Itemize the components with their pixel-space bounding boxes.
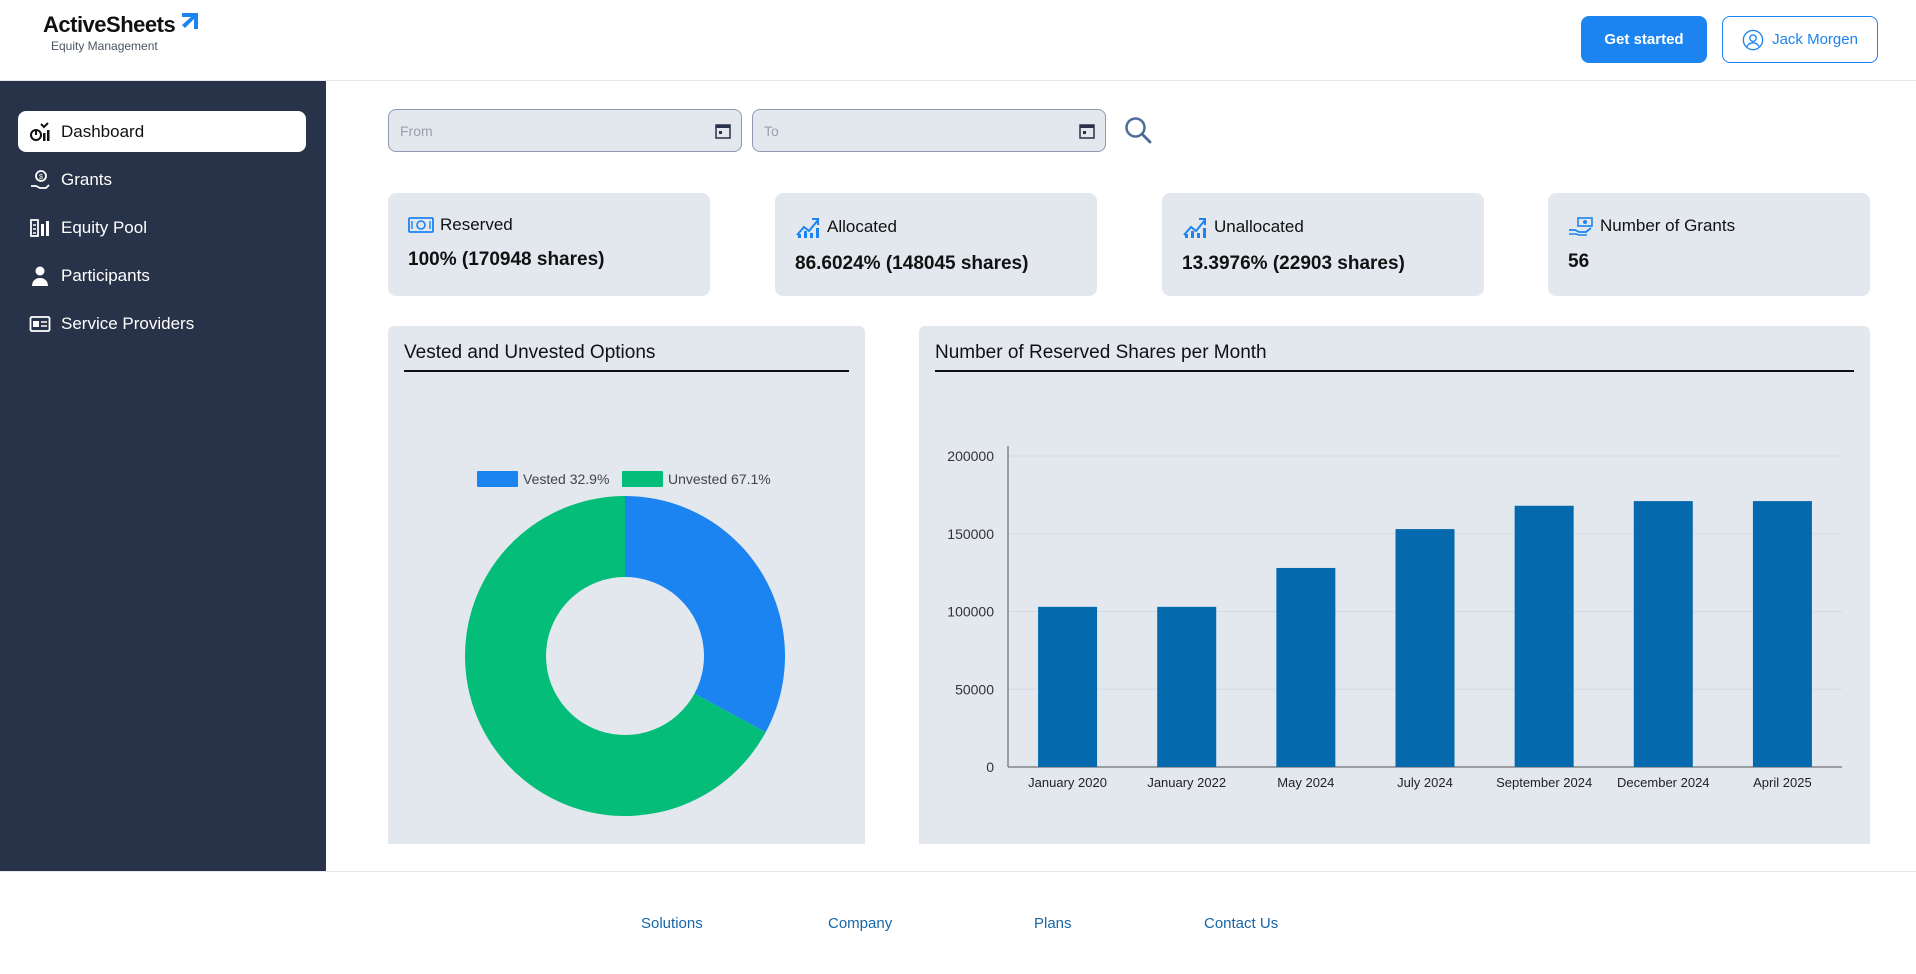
user-avatar-icon [1742, 29, 1764, 50]
user-menu-button[interactable]: Jack Morgen [1722, 16, 1878, 63]
bar-chart: 200000 150000 100000 50000 0 January 2020 Jan… [947, 446, 1842, 790]
donut-slice-vested [625, 496, 785, 733]
bar [1514, 505, 1574, 767]
search-icon[interactable] [1123, 115, 1153, 145]
stat-card-reserved: Reserved 100% (170948 shares) [388, 193, 710, 296]
get-started-button[interactable]: Get started [1581, 16, 1707, 63]
stat-card-number-of-grants: Number of Grants 56 [1548, 193, 1870, 296]
calendar-icon[interactable] [715, 123, 731, 139]
y-tick-label: 0 [986, 759, 994, 775]
logo-title: ActiveSheets [43, 12, 176, 37]
legend-label-unvested: Unvested 67.1% [668, 471, 771, 487]
bar [1038, 606, 1098, 767]
participant-icon [29, 265, 51, 287]
growth-chart-icon [796, 218, 819, 238]
footer-link-contact-us[interactable]: Contact Us [1204, 915, 1279, 932]
stat-card-allocated: Allocated 86.6024% (148045 shares) [775, 193, 1097, 296]
logo-arrow-icon [182, 13, 199, 29]
sidebar-item-label: Participants [61, 265, 150, 285]
footer-link-plans[interactable]: Plans [1034, 915, 1072, 932]
donut-slice-unvested [465, 496, 766, 816]
from-date-field[interactable] [388, 109, 742, 152]
stat-label: Reserved [440, 215, 513, 234]
growth-chart-icon [1183, 218, 1206, 238]
to-date-input[interactable] [764, 122, 1044, 139]
stat-label: Unallocated [1214, 217, 1304, 236]
hand-money-icon [1569, 217, 1593, 236]
bar [1157, 606, 1217, 767]
reserved-shares-panel: Number of Reserved Shares per Month 2000… [919, 326, 1870, 844]
legend-swatch-vested [477, 471, 518, 487]
y-tick-label: 50000 [955, 681, 994, 697]
x-tick-label: July 2024 [1397, 775, 1453, 790]
vested-options-panel: Vested and Unvested Options Vested 32.9%… [388, 326, 865, 844]
bar [1633, 501, 1693, 767]
sidebar-item-equity-pool[interactable]: Equity Pool [18, 207, 306, 248]
user-name: Jack Morgen [1772, 31, 1858, 48]
header: ActiveSheets Equity Management Get start… [0, 0, 1916, 81]
sidebar: Dashboard $ Grants Equity Pool Participa… [0, 81, 326, 871]
calendar-icon[interactable] [1079, 123, 1095, 139]
svg-text:$: $ [39, 174, 43, 181]
bar [1752, 501, 1812, 767]
y-tick-label: 100000 [947, 604, 994, 620]
from-date-input[interactable] [400, 122, 680, 139]
bar [1395, 529, 1455, 767]
stat-value: 13.3976% (22903 shares) [1182, 253, 1405, 274]
sidebar-item-participants[interactable]: Participants [18, 255, 306, 296]
legend-swatch-unvested [622, 471, 663, 487]
sidebar-item-dashboard[interactable]: Dashboard [18, 111, 306, 152]
banknote-icon [408, 217, 434, 233]
logo-subtitle: Equity Management [51, 39, 158, 53]
service-provider-icon [29, 313, 51, 335]
x-tick-label: December 2024 [1617, 775, 1710, 790]
sidebar-item-label: Service Providers [61, 313, 195, 333]
legend-label-vested: Vested 32.9% [523, 471, 609, 487]
equity-pool-icon [29, 217, 51, 239]
stat-value: 100% (170948 shares) [408, 249, 605, 270]
dashboard-icon [29, 121, 51, 143]
sidebar-item-label: Dashboard [61, 121, 145, 141]
sidebar-item-service-providers[interactable]: Service Providers [18, 303, 306, 344]
y-tick-label: 150000 [947, 526, 994, 542]
stat-label: Allocated [827, 217, 897, 236]
y-tick-label: 200000 [947, 448, 994, 464]
stat-value: 86.6024% (148045 shares) [795, 253, 1029, 274]
bar [1276, 567, 1336, 767]
x-tick-label: January 2020 [1028, 775, 1107, 790]
stat-value: 56 [1568, 251, 1590, 272]
stat-label: Number of Grants [1600, 216, 1736, 235]
donut-chart: Vested 32.9% Unvested 67.1% [465, 471, 785, 816]
x-tick-label: May 2024 [1277, 775, 1334, 790]
sidebar-item-label: Grants [61, 169, 113, 189]
grants-icon: $ [29, 169, 51, 191]
x-tick-label: September 2024 [1496, 775, 1592, 790]
footer: Solutions Company Plans Contact Us [0, 871, 1916, 974]
footer-link-solutions[interactable]: Solutions [641, 915, 703, 932]
sidebar-item-grants[interactable]: $ Grants [18, 159, 306, 200]
x-tick-label: January 2022 [1147, 775, 1226, 790]
footer-link-company[interactable]: Company [828, 915, 893, 932]
logo[interactable]: ActiveSheets Equity Management [43, 12, 201, 53]
panel-title: Number of Reserved Shares per Month [935, 342, 1854, 372]
stat-card-unallocated: Unallocated 13.3976% (22903 shares) [1162, 193, 1484, 296]
x-tick-label: April 2025 [1753, 775, 1812, 790]
panel-title: Vested and Unvested Options [404, 342, 849, 372]
sidebar-item-label: Equity Pool [61, 217, 147, 237]
to-date-field[interactable] [752, 109, 1106, 152]
